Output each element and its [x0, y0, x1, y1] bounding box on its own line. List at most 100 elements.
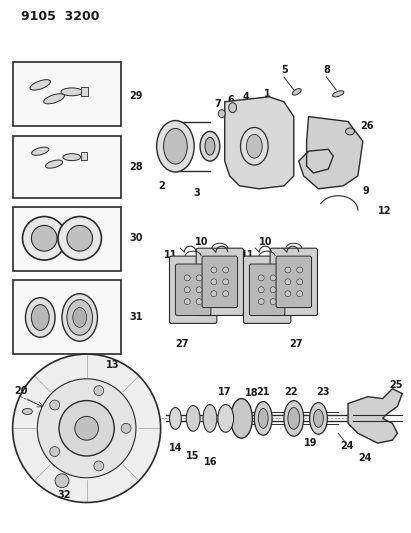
Text: 15: 15 — [186, 451, 200, 461]
Ellipse shape — [203, 405, 217, 432]
Circle shape — [13, 354, 161, 503]
Ellipse shape — [218, 405, 233, 432]
Circle shape — [184, 298, 190, 304]
Circle shape — [50, 447, 60, 456]
Bar — [13, 136, 121, 198]
Circle shape — [285, 267, 291, 273]
Polygon shape — [225, 97, 294, 189]
Polygon shape — [348, 389, 402, 443]
Circle shape — [223, 279, 229, 285]
Circle shape — [94, 386, 104, 395]
Circle shape — [223, 290, 229, 297]
Circle shape — [297, 279, 302, 285]
Text: 20: 20 — [15, 386, 28, 395]
Text: 25: 25 — [390, 379, 403, 390]
Ellipse shape — [332, 91, 344, 97]
Ellipse shape — [292, 88, 301, 95]
Ellipse shape — [23, 408, 32, 415]
Ellipse shape — [200, 132, 220, 161]
Circle shape — [270, 275, 276, 281]
Ellipse shape — [346, 128, 354, 135]
Ellipse shape — [67, 300, 92, 335]
Text: 30: 30 — [129, 233, 143, 243]
Ellipse shape — [46, 160, 63, 168]
Circle shape — [285, 290, 291, 297]
Circle shape — [211, 290, 217, 297]
Circle shape — [58, 216, 102, 260]
Circle shape — [50, 400, 60, 410]
Circle shape — [270, 298, 276, 304]
Text: 23: 23 — [316, 386, 330, 397]
Ellipse shape — [186, 406, 200, 431]
Text: 5: 5 — [281, 65, 288, 75]
Ellipse shape — [284, 401, 304, 436]
Circle shape — [196, 275, 202, 281]
Text: 9105  3200: 9105 3200 — [21, 10, 99, 23]
Text: 16: 16 — [204, 457, 217, 467]
Ellipse shape — [240, 127, 268, 165]
Text: 18: 18 — [245, 387, 258, 398]
Bar — [81, 152, 87, 160]
Text: 19: 19 — [304, 438, 317, 448]
Circle shape — [196, 287, 202, 293]
Ellipse shape — [314, 409, 323, 427]
Text: 17: 17 — [218, 386, 231, 397]
Ellipse shape — [247, 134, 262, 158]
Text: 1: 1 — [264, 89, 271, 99]
Circle shape — [55, 474, 69, 488]
Text: 27: 27 — [289, 339, 302, 349]
Text: 22: 22 — [284, 386, 298, 397]
Text: 9: 9 — [363, 186, 369, 196]
Ellipse shape — [258, 408, 268, 429]
Text: 31: 31 — [129, 312, 143, 322]
Ellipse shape — [164, 128, 187, 164]
Ellipse shape — [309, 402, 327, 434]
Circle shape — [31, 225, 57, 251]
Text: 24: 24 — [358, 453, 372, 463]
Text: 10: 10 — [195, 237, 209, 247]
FancyBboxPatch shape — [270, 248, 317, 316]
Text: 14: 14 — [169, 443, 182, 453]
Circle shape — [211, 267, 217, 273]
Ellipse shape — [62, 294, 97, 341]
Polygon shape — [299, 117, 363, 189]
Ellipse shape — [229, 103, 237, 112]
Circle shape — [270, 287, 276, 293]
Ellipse shape — [61, 88, 83, 96]
Circle shape — [184, 275, 190, 281]
Ellipse shape — [254, 401, 272, 435]
Bar — [81, 87, 88, 96]
Text: 11: 11 — [164, 250, 177, 260]
Text: 21: 21 — [256, 386, 270, 397]
Circle shape — [196, 298, 202, 304]
Circle shape — [211, 279, 217, 285]
Bar — [13, 62, 121, 126]
Text: 10: 10 — [259, 237, 273, 247]
Ellipse shape — [44, 94, 65, 104]
Text: 2: 2 — [159, 181, 165, 191]
Ellipse shape — [73, 308, 87, 327]
Ellipse shape — [30, 79, 51, 90]
Circle shape — [297, 267, 302, 273]
Circle shape — [59, 401, 114, 456]
Ellipse shape — [288, 408, 300, 429]
Text: 24: 24 — [340, 441, 353, 451]
Text: 29: 29 — [129, 91, 143, 101]
Circle shape — [121, 423, 131, 433]
FancyBboxPatch shape — [175, 264, 211, 316]
Ellipse shape — [218, 110, 225, 118]
Text: 7: 7 — [215, 99, 222, 109]
Bar — [13, 280, 121, 354]
Circle shape — [75, 416, 99, 440]
Text: 13: 13 — [106, 360, 120, 370]
Ellipse shape — [25, 297, 55, 337]
Ellipse shape — [169, 408, 181, 429]
Ellipse shape — [31, 304, 49, 330]
Text: 12: 12 — [378, 206, 391, 215]
Text: 27: 27 — [175, 339, 189, 349]
Bar — [13, 207, 121, 271]
FancyBboxPatch shape — [202, 256, 238, 308]
Text: 8: 8 — [323, 65, 330, 75]
Text: 6: 6 — [228, 95, 234, 105]
Ellipse shape — [205, 138, 215, 155]
